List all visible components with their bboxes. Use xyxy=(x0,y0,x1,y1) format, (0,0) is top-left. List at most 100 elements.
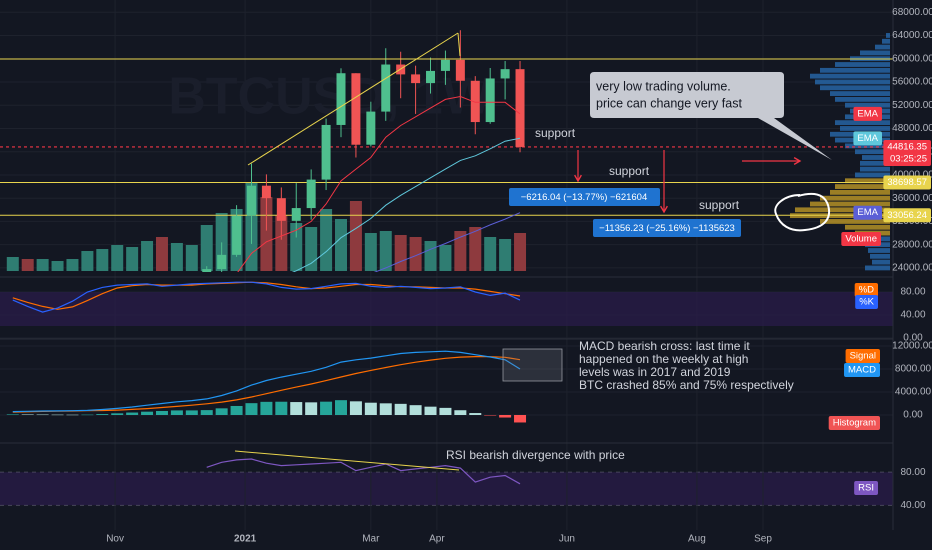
highlight-box xyxy=(502,348,563,382)
volume-bar xyxy=(364,233,377,271)
legend-tag-bg xyxy=(855,295,878,309)
volume-profile-bar xyxy=(820,195,890,201)
legend-tag: Histogram xyxy=(833,418,876,429)
histogram-bar xyxy=(439,407,452,415)
watermark: BTCUSD, 1W xyxy=(168,68,492,126)
histogram-bar xyxy=(484,415,497,416)
volume-profile-bar xyxy=(810,201,890,207)
volume-profile-bar xyxy=(845,143,890,149)
x-tick-label: Mar xyxy=(362,534,380,545)
volume-profile-bar xyxy=(860,160,890,166)
volume-bar xyxy=(141,241,154,271)
volume-bar xyxy=(96,249,109,271)
volume-tag: Volume xyxy=(845,234,877,245)
candle-body xyxy=(336,73,346,125)
volume-profile-bar xyxy=(845,178,890,184)
volume-profile-bar xyxy=(815,79,890,85)
histogram-bar xyxy=(514,415,527,423)
trend-line xyxy=(457,32,461,57)
macd-note: BTC crashed 85% and 75% respectively xyxy=(579,378,794,392)
volume-profile-bar xyxy=(882,38,890,44)
histogram-bar xyxy=(424,406,437,415)
y-tick-label: 24000.00 xyxy=(892,263,932,274)
volume-bar xyxy=(439,245,452,271)
candle-body xyxy=(515,69,525,147)
volume-bar xyxy=(454,231,467,271)
volume-bar xyxy=(499,239,512,271)
candle-body xyxy=(411,74,421,84)
volume-bar xyxy=(81,251,94,271)
volume-bar xyxy=(21,259,34,271)
volume-profile-bar xyxy=(855,149,890,155)
candle-body xyxy=(232,215,242,255)
measure-label: −6216.04 (−13.77%) −621604 xyxy=(521,192,648,203)
volume-profile-bar xyxy=(830,91,890,96)
support-label: support xyxy=(699,198,740,212)
ema-tag: EMA xyxy=(857,133,878,144)
volume-profile-bar xyxy=(835,184,890,189)
volume-profile-bar xyxy=(862,155,890,160)
legend-tag: MACD xyxy=(848,365,876,376)
histogram-bar xyxy=(170,410,183,415)
volume-profile-bar xyxy=(820,219,890,224)
volume-bar xyxy=(6,257,19,271)
volume-bar xyxy=(320,209,333,271)
indicator-line xyxy=(12,281,521,313)
candle-body xyxy=(500,69,510,79)
x-tick-label: Apr xyxy=(429,534,445,545)
indicator-line xyxy=(206,458,521,485)
candle-body xyxy=(276,198,286,221)
histogram-bar xyxy=(36,414,49,416)
candle-body xyxy=(485,78,495,123)
y-tick-label: 0.00 xyxy=(903,333,923,344)
candle-body xyxy=(440,59,450,71)
volume-bar xyxy=(424,241,437,271)
candle-body xyxy=(321,124,331,180)
x-tick-label: Nov xyxy=(106,534,124,545)
volume-profile-bar xyxy=(795,207,890,213)
histogram-bar xyxy=(469,413,482,415)
volume-profile-bar xyxy=(810,73,890,79)
volume-bar xyxy=(275,215,288,271)
volume-profile-bar xyxy=(860,166,890,172)
volume-bar xyxy=(469,227,482,271)
candle-body xyxy=(426,70,436,84)
volume-tag-bg xyxy=(841,232,881,246)
volume-bar xyxy=(111,245,124,271)
legend-tag-bg xyxy=(845,349,880,363)
volume-profile-bar xyxy=(860,50,890,56)
histogram-bar xyxy=(6,414,19,415)
measure-label: −11356.23 (−25.16%) −1135623 xyxy=(599,223,735,234)
countdown: 03:25:25 xyxy=(890,153,927,164)
level-tag-bg xyxy=(883,175,931,190)
level-tag: 38698.57 xyxy=(887,177,927,188)
ema-tag-bg xyxy=(853,131,882,146)
y-tick-label: 36000.00 xyxy=(892,193,932,204)
histogram-bar xyxy=(305,402,318,415)
volume-profile-bar xyxy=(865,265,890,271)
volume-profile-bar xyxy=(868,248,890,253)
axis-tags: 68000.00 64000.00 60000.00 56000.00 52000.00… xyxy=(106,7,932,545)
volume-profile-bar xyxy=(830,189,890,195)
level-tag-bg xyxy=(883,208,931,223)
level-tag: 33056.24 xyxy=(887,210,927,221)
y-tick-label: 52000.00 xyxy=(892,100,932,111)
legend-tag: %K xyxy=(859,297,874,308)
rsi-note: RSI bearish divergence with price xyxy=(446,448,625,462)
ema-tag-bg xyxy=(853,106,882,121)
indicator-panes xyxy=(6,281,527,485)
volume-profile-bar xyxy=(875,44,890,50)
legend-tag: %D xyxy=(859,285,874,296)
histogram-bar xyxy=(320,401,333,415)
x-tick-label: 2021 xyxy=(234,534,257,545)
y-tick-label: 12000.00 xyxy=(892,341,932,352)
volume-profile-bar xyxy=(872,259,890,265)
ema-tag: EMA xyxy=(857,108,878,119)
ema-line xyxy=(291,137,521,272)
x-tick-label: Aug xyxy=(688,534,706,545)
histogram-bar xyxy=(141,411,154,415)
volume-bar xyxy=(349,201,362,271)
candle-body xyxy=(381,64,391,112)
